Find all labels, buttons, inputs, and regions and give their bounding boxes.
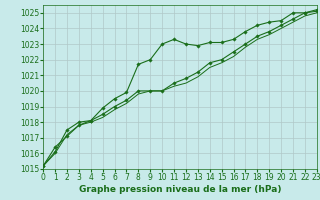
X-axis label: Graphe pression niveau de la mer (hPa): Graphe pression niveau de la mer (hPa) — [79, 185, 281, 194]
